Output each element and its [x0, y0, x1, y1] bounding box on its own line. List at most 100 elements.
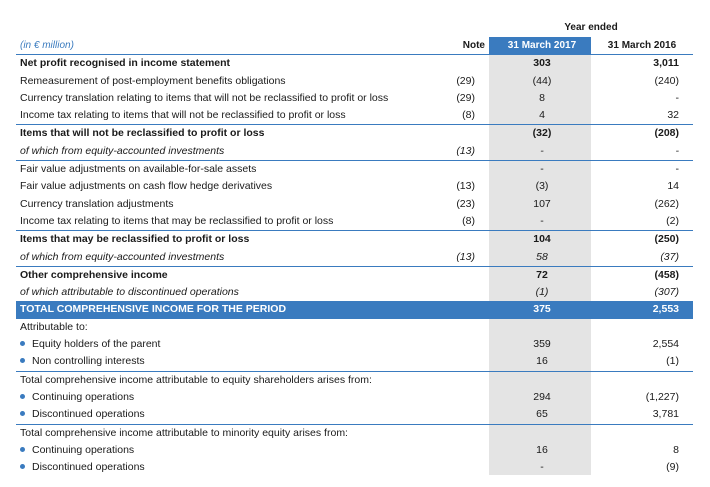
row-label-text: Non controlling interests [32, 355, 145, 368]
row-label: Income tax relating to items that will n… [16, 107, 433, 126]
row-value-2016: (458) [654, 268, 679, 281]
row-label: Items that will not be reclassified to p… [20, 127, 265, 140]
row-label: of which from equity-accounted investmen… [16, 248, 433, 267]
bullet-icon [20, 340, 25, 346]
table-row: Items that may be reclassified to profit… [16, 231, 693, 249]
row-note [433, 231, 489, 249]
row-label-bulleted: Non controlling interests [16, 353, 433, 372]
row-note: (23) [456, 197, 475, 210]
bullet-icon [20, 393, 25, 399]
row-note [433, 301, 489, 319]
table-row: of which from equity-accounted investmen… [16, 248, 693, 267]
row-note [433, 459, 489, 476]
row-value-2016: (9) [666, 461, 679, 474]
row-value-2016: (307) [654, 286, 679, 299]
row-value-2017: 375 [489, 301, 591, 319]
row-note: (29) [456, 74, 475, 87]
row-value-2017: 16 [536, 443, 548, 456]
table-row: Discontinued operations 65 3,781 [16, 406, 693, 425]
row-note [433, 371, 489, 389]
row-label: Attributable to: [20, 320, 88, 333]
row-label: of which from equity-accounted investmen… [16, 142, 433, 162]
table-row: Fair value adjustments on available-for-… [16, 161, 693, 179]
table-row: of which from equity-accounted investmen… [16, 142, 693, 162]
row-note [433, 336, 489, 353]
row-value-2017: 65 [489, 406, 591, 425]
row-value-2016: (1) [591, 353, 693, 372]
row-label-bulleted: Equity holders of the parent [16, 336, 433, 353]
row-value-2016: 14 [667, 180, 679, 193]
row-value-2017 [489, 424, 591, 442]
table-row: Discontinued operations - (9) [16, 459, 693, 476]
row-label-text: Continuing operations [32, 390, 135, 403]
table-row: Remeasurement of post-employment benefit… [16, 73, 693, 90]
row-label: Income tax relating to items that may be… [16, 212, 433, 232]
row-value-2016: 3,781 [591, 406, 693, 425]
row-note: (13) [433, 248, 489, 267]
row-value-2016 [591, 371, 693, 389]
row-label: Fair value adjustments on available-for-… [20, 163, 257, 176]
table-header-row: (in € million) Note 31 March 2017 31 Mar… [16, 37, 693, 56]
row-value-2017: - [489, 212, 591, 232]
row-value-2017: (1) [535, 286, 549, 299]
row-value-2016: 2,554 [652, 338, 679, 351]
row-note [433, 389, 489, 406]
row-label-text: Discontinued operations [32, 461, 145, 474]
row-value-2017 [489, 371, 591, 389]
row-note [433, 424, 489, 442]
comprehensive-income-table: (in € million) Note 31 March 2017 31 Mar… [16, 37, 693, 476]
row-note [433, 55, 489, 73]
row-value-2016: (37) [591, 248, 693, 267]
table-row: Currency translation relating to items t… [16, 90, 693, 107]
row-value-2017: - [489, 142, 591, 162]
row-value-2017: - [540, 163, 544, 176]
row-value-2017: 294 [533, 390, 551, 403]
row-value-2016: (1,227) [645, 390, 679, 403]
row-value-2016: - [591, 142, 693, 162]
table-row: Continuing operations 16 8 [16, 442, 693, 459]
row-label-bulleted: Continuing operations [16, 389, 433, 406]
row-value-2016: 3,011 [653, 57, 679, 70]
table-row: Other comprehensive income 72 (458) [16, 266, 693, 284]
bullet-icon [20, 358, 25, 364]
row-note [433, 406, 489, 425]
row-value-2016: (2) [591, 212, 693, 232]
row-value-2016: 2,553 [591, 301, 693, 319]
row-value-2017: 107 [533, 197, 551, 210]
row-note [433, 161, 489, 179]
table-row: of which attributable to discontinued op… [16, 284, 693, 301]
row-label: Remeasurement of post-employment benefit… [20, 74, 286, 87]
row-value-2017: (44) [532, 74, 552, 87]
row-value-2017: 359 [533, 338, 551, 351]
row-note [433, 442, 489, 459]
table-row: Non controlling interests 16 (1) [16, 353, 693, 372]
table-row: Total comprehensive income attributable … [16, 424, 693, 442]
row-label: Items that may be reclassified to profit… [20, 233, 250, 246]
column-header-2016: 31 March 2016 [591, 37, 693, 56]
row-value-2017: (3) [535, 180, 549, 193]
year-ended-header: Year ended [564, 22, 618, 33]
table-row: Continuing operations 294 (1,227) [16, 389, 693, 406]
table-row: Currency translation adjustments (23) 10… [16, 196, 693, 213]
row-value-2016: (262) [654, 197, 679, 210]
row-note: (13) [456, 180, 475, 193]
row-value-2017: 104 [533, 233, 551, 246]
table-row: Attributable to: [16, 319, 693, 336]
table-row: Items that will not be reclassified to p… [16, 125, 693, 143]
note-header: Note [433, 37, 489, 56]
row-note [433, 125, 489, 143]
row-note [433, 319, 489, 336]
row-value-2017: 8 [539, 91, 545, 104]
units-label: (in € million) [16, 37, 433, 56]
row-label: TOTAL COMPREHENSIVE INCOME FOR THE PERIO… [16, 301, 433, 319]
row-note: (8) [433, 107, 489, 126]
row-value-2016: - [675, 163, 680, 176]
row-value-2017: 16 [489, 353, 591, 372]
row-label: Currency translation relating to items t… [20, 91, 389, 104]
table-row: Income tax relating to items that may be… [16, 212, 693, 232]
row-note: (29) [456, 91, 475, 104]
row-note [433, 353, 489, 372]
row-label: Total comprehensive income attributable … [20, 373, 372, 386]
row-value-2016: 8 [673, 443, 679, 456]
row-value-2016: (208) [654, 127, 679, 140]
